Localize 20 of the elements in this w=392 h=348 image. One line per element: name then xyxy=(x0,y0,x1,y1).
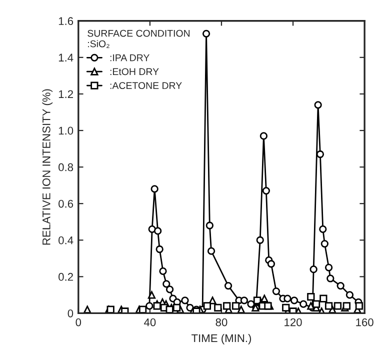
legend-label: :IPA DRY xyxy=(110,54,150,62)
x-tick-label: 80 xyxy=(216,318,228,326)
y-tick-label: 1.2 xyxy=(58,90,73,98)
y-tick-label: 0.4 xyxy=(58,236,74,244)
legend-title: SURFACE CONDITION :SiO₂ xyxy=(88,30,190,48)
legend-label: :EtOH DRY xyxy=(110,68,159,76)
y-tick-label: 0.8 xyxy=(58,163,74,172)
x-tick-label: 120 xyxy=(284,318,302,326)
y-tick-label: 0 xyxy=(68,309,74,318)
x-tick-label: 160 xyxy=(356,318,374,326)
x-tick-label: 40 xyxy=(144,318,156,326)
legend-label: :ACETONE DRY xyxy=(110,82,182,90)
y-tick-label: 1.6 xyxy=(58,17,74,26)
y-tick-label: 0.2 xyxy=(58,272,73,281)
x-axis-title: TIME (MIN.) xyxy=(191,334,252,344)
x-tick-label: 0 xyxy=(76,318,82,326)
y-tick-label: 1.0 xyxy=(58,126,74,135)
y-tick-label: 0.6 xyxy=(58,200,74,208)
y-axis-title: RELATIVE ION INTENSITY (%) xyxy=(42,89,53,245)
y-tick-label: 1.4 xyxy=(58,54,74,62)
